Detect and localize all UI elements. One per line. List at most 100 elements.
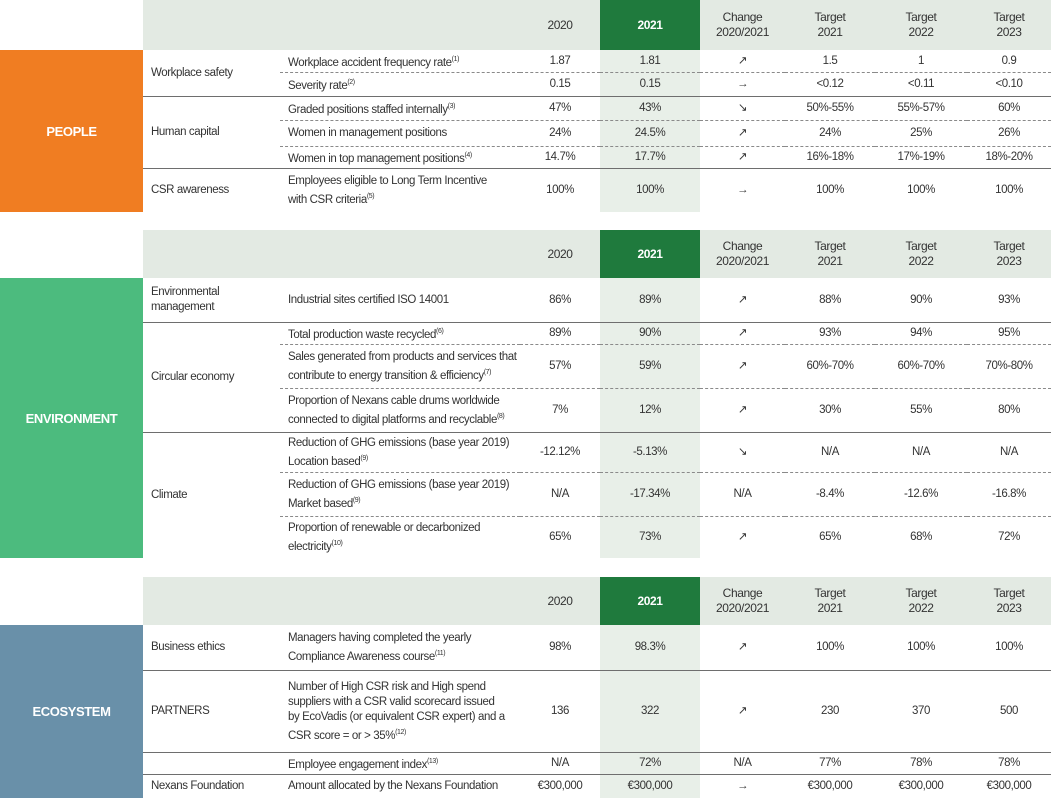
column-header: Target 2021 [785,577,875,625]
column-header: 2021 [600,577,700,625]
value: 89% [520,322,600,344]
indicator-text: Workplace accident frequency rate(1) [288,55,460,69]
value: 14.7% [520,146,600,168]
value: 100% [875,168,967,212]
value: 95% [967,322,1051,344]
value: €300,000 [600,774,700,798]
indicator-text: Reduction of GHG emissions (base year 20… [288,436,510,468]
value: N/A [700,752,785,774]
value: €300,000 [785,774,875,798]
value: 24% [785,120,875,146]
value: 0.15 [520,72,600,96]
indicator-text: Proportion of Nexans cable drums worldwi… [288,394,505,426]
value: 89% [600,278,700,322]
value: ↗ [737,54,748,67]
value: 65% [520,516,600,558]
column-header: 2021 [600,230,700,278]
footnote-ref: (9) [360,454,368,462]
value: €300,000 [520,774,600,798]
value: -5.13% [600,432,700,472]
subcategory: Business ethics [151,641,225,653]
column-header: Target 2021 [785,0,875,50]
value: 59% [600,344,700,388]
column-header: Target 2023 [967,0,1051,50]
footnote-ref: (12) [395,728,406,736]
value: 12% [600,388,700,432]
value: 100% [600,168,700,212]
value: 65% [785,516,875,558]
indicator: Total production waste recycled(6) [280,322,520,344]
column-header: 2020 [520,577,600,625]
value: → [700,774,785,798]
value: 94% [875,322,967,344]
value: 100% [785,168,875,212]
indicator-text: Managers having completed the yearly Com… [288,631,472,663]
indicator-text: Graded positions staffed internally(3) [288,103,456,116]
value: -12.6% [875,472,967,516]
value: 77% [785,752,875,774]
indicator: Proportion of Nexans cable drums worldwi… [280,388,520,432]
footnote-ref: (2) [347,79,355,87]
value: 26% [967,120,1051,146]
header-band [143,230,520,278]
indicator: Proportion of renewable or decarbonized … [280,516,520,558]
value: 230 [785,670,875,752]
value: 93% [998,293,1020,306]
indicator-text: Women in top management positions(4) [288,152,472,165]
indicator: Reduction of GHG emissions (base year 20… [280,472,520,516]
value: 93% [785,322,875,344]
value: 1.87 [549,54,571,67]
indicator: Sales generated from products and servic… [280,344,520,388]
value: 24% [520,120,600,146]
indicator-text: Severity rate(2) [288,79,355,92]
value: ↗ [700,146,785,168]
value: 90% [910,293,932,306]
value: 1.5 [822,54,838,67]
value: N/A [875,432,967,472]
section-label: ENVIRONMENT [0,278,143,558]
value: ↗ [700,344,785,388]
subcategory: Workplace safety [151,66,233,79]
value: €300,000 [875,774,967,798]
value: 43% [600,96,700,120]
value: ↗ [737,293,748,306]
footnote-ref: (1) [451,55,460,63]
value: 80% [967,388,1051,432]
value: 72% [967,516,1051,558]
indicator: Industrial sites certified ISO 14001 [280,278,520,322]
value: 57% [520,344,600,388]
value: 322 [600,670,700,752]
value: N/A [520,472,600,516]
value: 55%-57% [875,96,967,120]
header-band [143,577,520,625]
subcategory: Human capital [143,96,280,168]
value: 500 [967,670,1051,752]
value: 0.15 [600,72,700,96]
footnote-ref: (8) [496,412,505,420]
subcategory: Climate [143,432,280,558]
value: ↗ [700,670,785,752]
value: <0.11 [875,72,967,96]
value: 17%-19% [875,146,967,168]
indicator: Employees eligible to Long Term Incentiv… [280,168,520,212]
value: 70%-80% [967,344,1051,388]
value: N/A [785,432,875,472]
indicator: Employee engagement index(13) [280,752,520,774]
value: N/A [700,472,785,516]
column-header: Change 2020/2021 [700,0,785,50]
value: ↗ [700,388,785,432]
value: 68% [875,516,967,558]
indicator: Workplace accident frequency rate(1) [280,50,520,72]
value: 0.9 [1001,54,1017,67]
value: 16%-18% [785,146,875,168]
indicator: Women in top management positions(4) [280,146,520,168]
column-header: Target 2022 [875,230,967,278]
indicator: Managers having completed the yearly Com… [280,625,520,670]
indicator-text: Sales generated from products and servic… [288,350,517,382]
column-header: 2020 [520,230,600,278]
column-header: Target 2021 [785,230,875,278]
value: ↗ [737,641,748,653]
footnote-ref: (11) [434,649,446,657]
value: ↘ [700,96,785,120]
footnote-ref: (6) [436,328,444,336]
